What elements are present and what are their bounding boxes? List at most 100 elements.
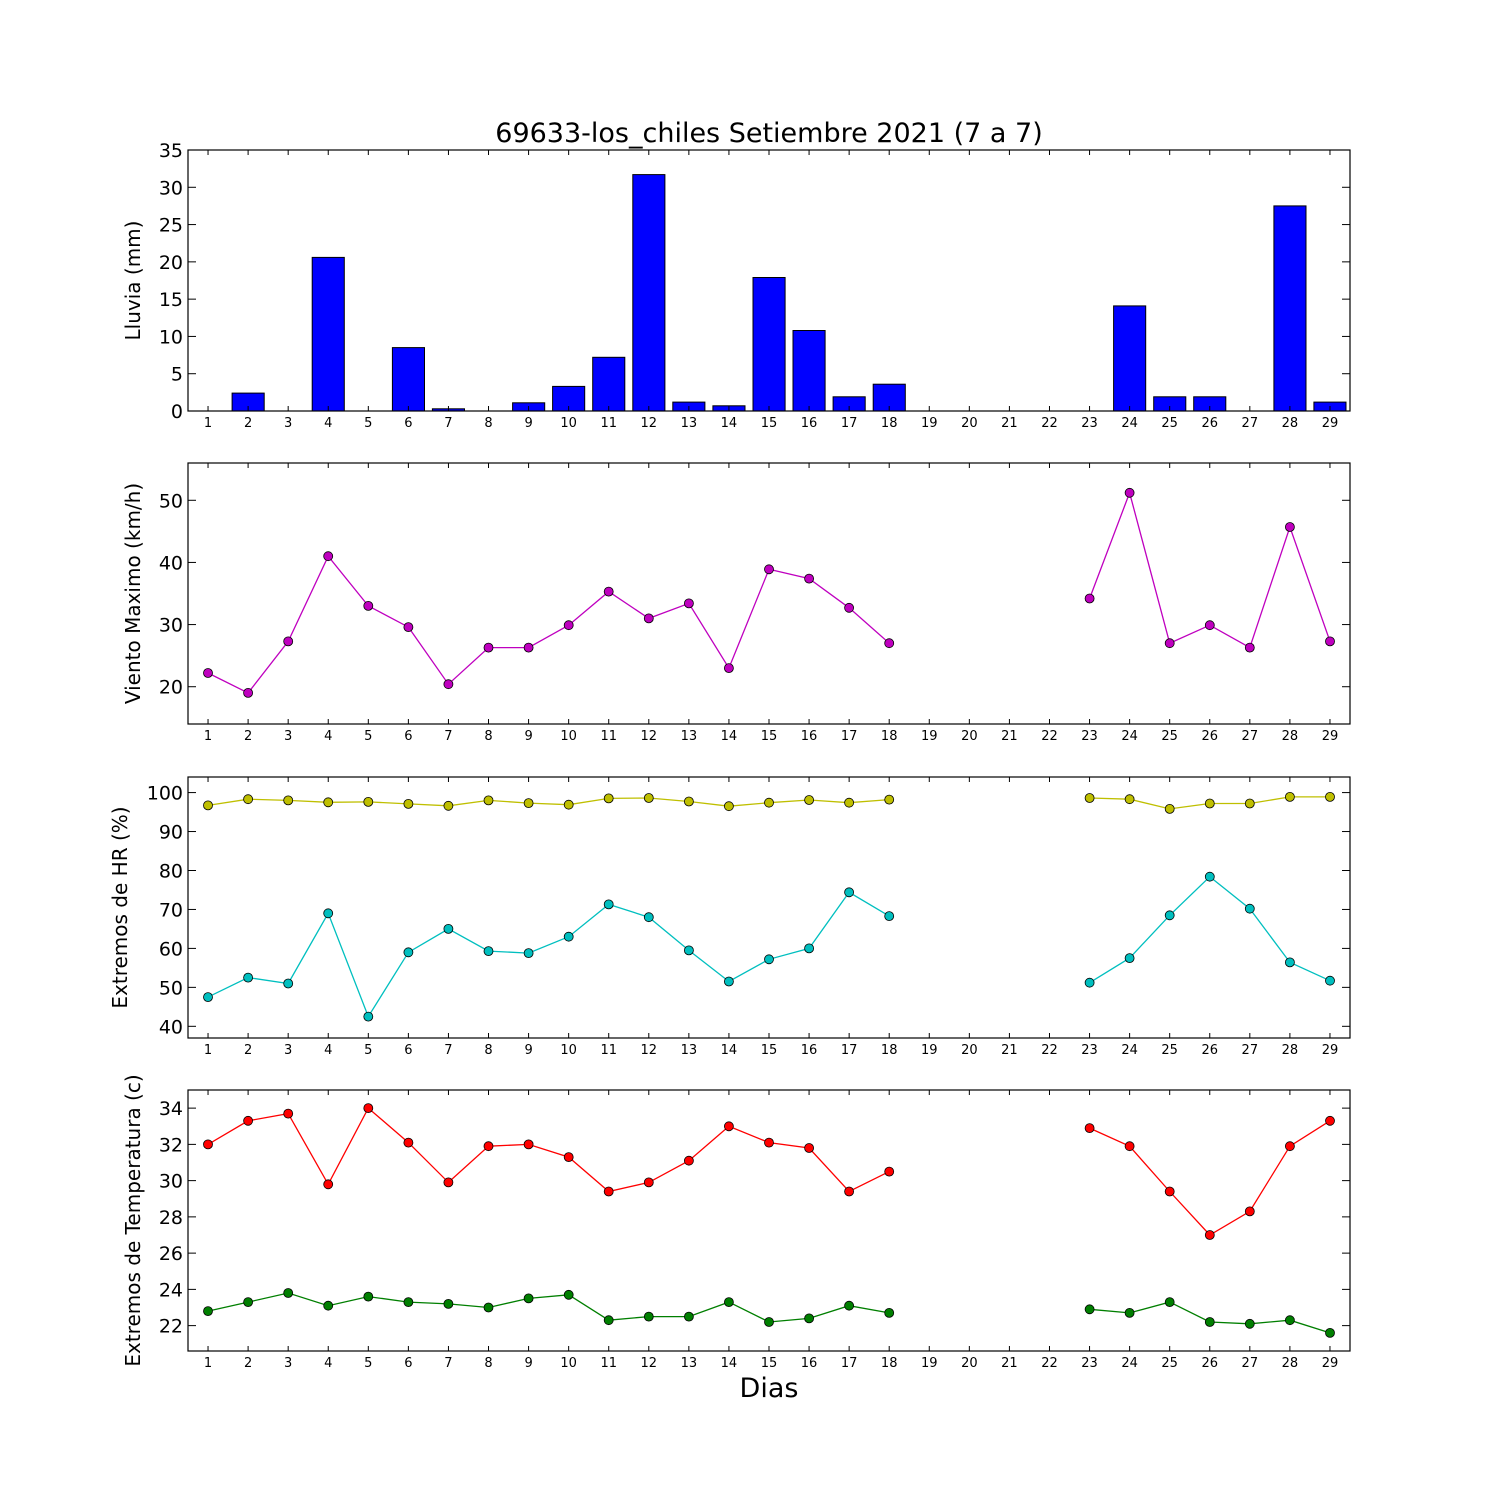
series-1-point-day-15 xyxy=(764,1137,774,1148)
x-tick-label: 9 xyxy=(524,1043,532,1058)
series-1-point-day-16 xyxy=(804,573,814,584)
series-2-point-day-3 xyxy=(283,1288,294,1298)
x-tick-label: 18 xyxy=(881,1043,898,1058)
y-axis-label: Extremos de Temperatura (c) xyxy=(121,1074,145,1366)
series-1-point-day-26 xyxy=(1204,1230,1215,1240)
x-tick-label: 11 xyxy=(600,1356,617,1371)
series-1-point-day-8 xyxy=(483,1141,494,1152)
x-tick-label: 25 xyxy=(1161,1356,1178,1371)
series-1-point-day-12 xyxy=(643,793,654,803)
y-tick-label: 70 xyxy=(159,899,183,921)
x-tick-label: 9 xyxy=(524,729,532,744)
series-2-point-day-16 xyxy=(804,943,814,954)
series-2-point-day-29 xyxy=(1325,1328,1335,1338)
series-1-point-day-24 xyxy=(1124,794,1135,805)
series-2-point-day-11 xyxy=(603,899,614,910)
series-1-point-day-6 xyxy=(403,622,414,632)
y-tick-label: 40 xyxy=(159,552,183,574)
series-2-point-day-27 xyxy=(1244,903,1255,914)
x-tick-label: 20 xyxy=(961,729,978,744)
series-2-line-2 xyxy=(1089,875,1331,984)
series-2-point-day-25 xyxy=(1164,910,1175,921)
x-tick-label: 13 xyxy=(681,416,698,431)
x-tick-label: 28 xyxy=(1282,1043,1299,1058)
series-2-point-day-9 xyxy=(523,948,534,958)
x-tick-label: 15 xyxy=(761,729,778,744)
x-axis-label: Dias xyxy=(740,1373,799,1404)
series-1-point-day-29 xyxy=(1325,1115,1335,1126)
x-tick-label: 20 xyxy=(961,1043,978,1058)
x-tick-label: 17 xyxy=(841,416,858,431)
x-tick-label: 28 xyxy=(1282,1356,1299,1371)
series-2-point-day-7 xyxy=(443,924,454,934)
bar-day-28 xyxy=(1273,205,1307,412)
series-1-point-day-8 xyxy=(483,642,494,653)
x-tick-label: 4 xyxy=(324,729,332,744)
x-tick-label: 16 xyxy=(801,1356,818,1371)
series-2-point-day-14 xyxy=(724,976,734,987)
series-1-point-day-25 xyxy=(1164,638,1175,649)
series-1-point-day-1 xyxy=(203,1139,213,1150)
series-2-point-day-13 xyxy=(684,945,694,956)
series-1-point-day-4 xyxy=(323,797,334,808)
x-tick-label: 1 xyxy=(204,1356,212,1371)
x-tick-label: 25 xyxy=(1161,1043,1178,1058)
y-tick-label: 30 xyxy=(159,615,183,637)
x-tick-label: 27 xyxy=(1242,1356,1259,1371)
series-1-point-day-9 xyxy=(523,1139,534,1150)
x-tick-label: 8 xyxy=(484,416,492,431)
series-2-point-day-18 xyxy=(884,911,895,921)
x-tick-label: 6 xyxy=(404,1043,412,1058)
series-1-point-day-15 xyxy=(764,564,774,575)
series-1-line-1 xyxy=(207,797,890,807)
x-tick-label: 5 xyxy=(364,416,372,431)
y-tick-label: 20 xyxy=(159,677,183,699)
series-2-point-day-11 xyxy=(603,1315,614,1326)
x-tick-label: 13 xyxy=(681,729,698,744)
x-tick-label: 28 xyxy=(1282,416,1299,431)
y-tick-label: 50 xyxy=(159,977,183,999)
x-tick-label: 10 xyxy=(560,1356,577,1371)
x-tick-label: 3 xyxy=(284,729,292,744)
x-tick-label: 21 xyxy=(1001,416,1018,431)
x-tick-label: 3 xyxy=(284,1043,292,1058)
series-1-point-day-7 xyxy=(443,679,454,690)
series-1-point-day-24 xyxy=(1124,1141,1135,1152)
x-tick-label: 8 xyxy=(484,1356,492,1371)
x-tick-label: 9 xyxy=(524,1356,532,1371)
series-2-point-day-28 xyxy=(1285,957,1295,968)
x-tick-label: 4 xyxy=(324,416,332,431)
x-tick-label: 7 xyxy=(444,1043,452,1058)
series-1-point-day-7 xyxy=(443,800,454,811)
bar-day-12 xyxy=(632,174,666,412)
series-1-line-2 xyxy=(1089,1120,1331,1236)
series-1-point-day-25 xyxy=(1164,1186,1175,1197)
x-tick-label: 8 xyxy=(484,729,492,744)
y-tick-label: 26 xyxy=(159,1243,183,1265)
x-tick-label: 17 xyxy=(841,1356,858,1371)
x-tick-label: 15 xyxy=(761,416,778,431)
x-tick-label: 23 xyxy=(1081,1043,1098,1058)
x-tick-label: 25 xyxy=(1161,416,1178,431)
x-tick-label: 13 xyxy=(681,1356,698,1371)
series-1-point-day-16 xyxy=(804,795,814,805)
series-2-point-day-3 xyxy=(283,978,294,989)
series-1-point-day-7 xyxy=(443,1177,454,1188)
x-tick-label: 22 xyxy=(1041,416,1058,431)
x-tick-label: 14 xyxy=(721,1043,738,1058)
series-2-point-day-23 xyxy=(1084,977,1095,988)
series-2-line-1 xyxy=(207,891,890,1019)
series-1-point-day-11 xyxy=(603,1186,614,1197)
x-tick-label: 16 xyxy=(801,416,818,431)
x-tick-label: 7 xyxy=(444,416,452,431)
series-2-point-day-2 xyxy=(243,972,254,983)
series-1-point-day-24 xyxy=(1124,487,1135,498)
y-tick-label: 25 xyxy=(159,215,183,237)
y-tick-label: 90 xyxy=(159,822,183,844)
y-tick-label: 20 xyxy=(159,252,183,274)
x-tick-label: 17 xyxy=(841,1043,858,1058)
x-tick-label: 15 xyxy=(761,1356,778,1371)
series-1-point-day-14 xyxy=(724,1121,734,1132)
series-1-point-day-12 xyxy=(643,1177,654,1188)
series-2-point-day-17 xyxy=(844,887,854,898)
